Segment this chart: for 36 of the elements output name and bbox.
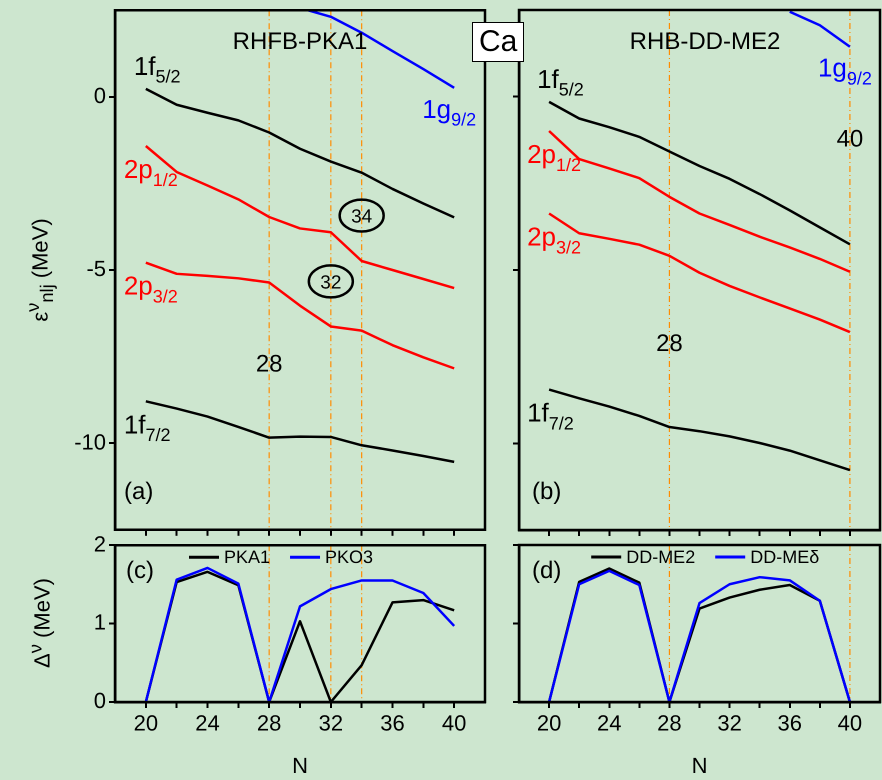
x-tick-label: 24: [195, 710, 220, 736]
annotation: 40: [836, 125, 864, 152]
x-tick-label: 20: [536, 710, 562, 736]
x-axis-title: N: [692, 752, 708, 778]
y-tick-label: 0: [94, 82, 106, 108]
legend-label: DD-MEδ: [750, 547, 820, 567]
y-tick-label: -5: [86, 256, 106, 282]
y-tick-label: 0: [94, 688, 106, 714]
legend-label: PKA1: [224, 547, 270, 568]
annotation: (d): [532, 557, 562, 585]
annotation: RHB-DD-ME2: [630, 28, 780, 56]
legend-label: PKO3: [325, 547, 374, 568]
annotation: Ca: [472, 22, 524, 62]
y-tick-label: 2: [94, 531, 106, 556]
x-tick-label: 36: [778, 710, 802, 736]
x-tick-label: 32: [318, 710, 344, 736]
annotation: 28: [656, 330, 683, 357]
x-tick-label: 24: [597, 710, 622, 736]
annotation: 28: [256, 350, 283, 378]
annotation: (b): [532, 478, 562, 506]
x-tick-label: 28: [657, 710, 682, 736]
x-tick-label: 40: [838, 710, 862, 736]
x-axis-title: N: [292, 752, 308, 778]
y-tick-label: -10: [74, 429, 106, 454]
annotation: (a): [124, 478, 154, 506]
x-tick-label: 28: [256, 710, 282, 736]
y-tick-label: 1: [94, 610, 106, 635]
x-tick-label: 32: [717, 710, 742, 736]
x-tick-label: 20: [134, 710, 158, 736]
annotation: RHFB-PKA1: [232, 28, 368, 56]
x-tick-label: 40: [442, 710, 466, 736]
legend-label: DD-ME2: [626, 547, 696, 567]
x-tick-label: 36: [380, 710, 405, 736]
annotation: 32: [320, 272, 342, 294]
annotation: (c): [126, 557, 154, 585]
annotation: 34: [351, 206, 373, 228]
